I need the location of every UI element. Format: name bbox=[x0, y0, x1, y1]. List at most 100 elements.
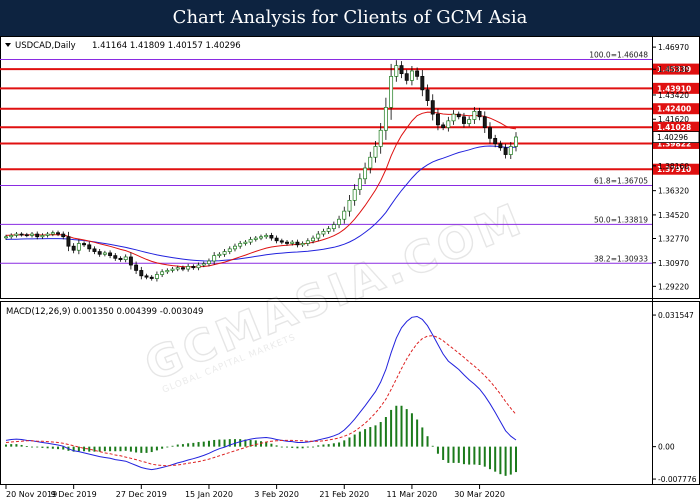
bearish-candle bbox=[134, 264, 139, 271]
bullish-candle bbox=[222, 251, 227, 255]
macd-histogram-bar bbox=[155, 446, 158, 451]
price-axis-tick-label: 1.30970 bbox=[658, 259, 689, 268]
macd-histogram-bar bbox=[202, 441, 205, 447]
macd-histogram-bar bbox=[119, 446, 122, 452]
price-level-label: 1.39822 bbox=[657, 139, 691, 148]
fib-level-label: 50.0=1.33819 bbox=[594, 215, 648, 224]
macd-histogram-bar bbox=[395, 405, 398, 447]
bullish-candle bbox=[30, 233, 34, 236]
bearish-candle bbox=[404, 73, 409, 81]
bullish-candle bbox=[160, 271, 165, 275]
macd-histogram-bar bbox=[442, 446, 445, 460]
bullish-candle bbox=[123, 256, 128, 261]
macd-histogram-bar bbox=[223, 439, 226, 447]
chart-menu-triangle-icon[interactable] bbox=[5, 43, 11, 47]
bearish-candle bbox=[503, 147, 508, 155]
macd-histogram-bar bbox=[20, 444, 23, 447]
macd-histogram-bar bbox=[275, 445, 278, 447]
bullish-candle bbox=[389, 76, 394, 108]
macd-histogram-bar bbox=[509, 446, 512, 475]
macd-histogram-bar bbox=[109, 446, 112, 452]
bearish-candle bbox=[269, 235, 274, 239]
bullish-candle bbox=[243, 241, 248, 244]
macd-histogram-bar bbox=[468, 446, 471, 465]
current-price-tag bbox=[652, 131, 700, 143]
macd-histogram-bar bbox=[218, 439, 221, 447]
price-level-label: 1.43910 bbox=[657, 84, 691, 93]
macd-histogram-bar bbox=[25, 446, 28, 448]
bullish-candle bbox=[357, 178, 362, 190]
macd-histogram-bar bbox=[306, 446, 309, 448]
macd-histogram-bar bbox=[421, 427, 424, 447]
macd-histogram-bar bbox=[83, 446, 86, 452]
macd-histogram-bar bbox=[36, 446, 39, 448]
bearish-candle bbox=[285, 241, 289, 244]
macd-histogram-bar bbox=[457, 446, 460, 463]
chart-area: GCMASIA.COM GLOBAL CAPITAL MARKETS 100.0… bbox=[0, 36, 700, 500]
bullish-candle bbox=[347, 200, 352, 212]
macd-histogram-bar bbox=[260, 441, 262, 447]
chart-title-banner: Chart Analysis for Clients of GCM Asia bbox=[0, 0, 700, 36]
time-axis-tick-label: 30 Mar 2020 bbox=[454, 490, 505, 499]
price-axis-tick-label: 1.46970 bbox=[658, 43, 689, 52]
bullish-candle bbox=[373, 146, 378, 158]
macd-histogram-bar bbox=[171, 445, 174, 447]
bullish-candle bbox=[326, 228, 331, 232]
macd-histogram-bar bbox=[353, 434, 356, 447]
bullish-candle bbox=[321, 231, 326, 235]
bearish-candle bbox=[279, 240, 284, 243]
macd-histogram-bar bbox=[88, 446, 91, 452]
bearish-candle bbox=[113, 255, 118, 259]
bullish-candle bbox=[165, 270, 170, 273]
price-axis-tick-label: 1.45330 bbox=[658, 65, 689, 74]
bearish-candle bbox=[462, 116, 466, 124]
price-axis-tick-label: 1.41620 bbox=[658, 115, 689, 124]
macd-title: MACD(12,26,9) 0.001350 0.004399 -0.00304… bbox=[6, 307, 203, 317]
macd-histogram-bar bbox=[207, 440, 210, 447]
bullish-candle bbox=[233, 245, 237, 250]
bearish-candle bbox=[24, 234, 29, 237]
price-level-tag bbox=[653, 63, 699, 75]
macd-histogram-bar bbox=[374, 425, 377, 447]
bearish-candle bbox=[482, 116, 487, 128]
macd-histogram-bar bbox=[181, 444, 184, 447]
bullish-candle bbox=[467, 119, 472, 124]
price-level-tag bbox=[653, 82, 699, 94]
bullish-candle bbox=[248, 239, 253, 243]
macd-histogram-bar bbox=[416, 419, 419, 447]
bearish-candle bbox=[488, 127, 492, 139]
price-level-tag bbox=[653, 121, 699, 133]
bearish-candle bbox=[180, 267, 185, 270]
bullish-candle bbox=[363, 167, 368, 180]
bullish-candle bbox=[331, 224, 336, 230]
macd-histogram-bar bbox=[249, 439, 252, 447]
bullish-candle bbox=[290, 241, 295, 244]
bullish-candle bbox=[40, 235, 45, 238]
macd-histogram-bar bbox=[10, 444, 13, 447]
macd-histogram-bar bbox=[62, 446, 65, 450]
bullish-candle bbox=[337, 218, 342, 225]
time-axis-tick-label: 9 Dec 2019 bbox=[51, 490, 97, 499]
time-axis-tick-label: 11 Mar 2020 bbox=[387, 490, 438, 499]
macd-histogram-bar bbox=[348, 437, 351, 447]
bullish-candle bbox=[316, 233, 321, 239]
bearish-candle bbox=[149, 276, 154, 279]
macd-histogram-bar bbox=[197, 442, 200, 447]
macd-histogram-bar bbox=[405, 409, 408, 447]
bearish-candle bbox=[144, 275, 149, 278]
macd-histogram-bar bbox=[129, 446, 132, 452]
bearish-candle bbox=[92, 248, 97, 252]
time-axis-tick-label: 3 Feb 2020 bbox=[254, 490, 299, 499]
macd-axis-tick-label: 0.031547 bbox=[658, 311, 694, 320]
bearish-candle bbox=[82, 243, 87, 246]
time-axis-tick-label: 21 Feb 2020 bbox=[319, 490, 369, 499]
macd-histogram-bar bbox=[317, 445, 320, 447]
macd-histogram-bar bbox=[57, 446, 60, 450]
time-axis-tick-label: 15 Jan 2020 bbox=[185, 490, 233, 499]
bearish-candle bbox=[477, 111, 482, 118]
macd-histogram-bar bbox=[447, 446, 450, 463]
price-chart-title: USDCAD,Daily bbox=[15, 41, 76, 51]
bullish-candle bbox=[446, 120, 451, 128]
price-level-label: 1.41028 bbox=[657, 123, 691, 132]
bearish-candle bbox=[399, 65, 404, 75]
